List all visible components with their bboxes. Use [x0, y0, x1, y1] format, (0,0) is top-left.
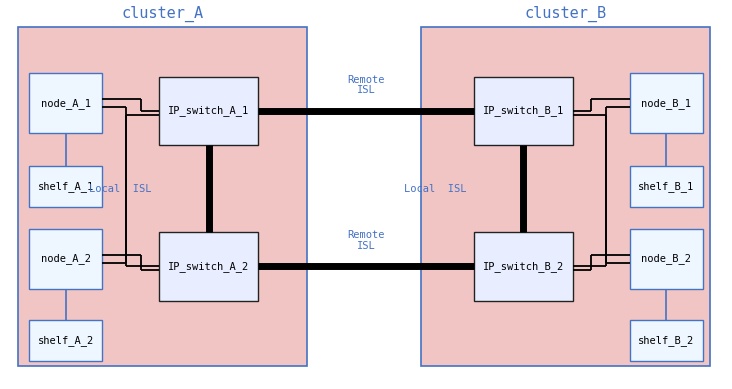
Bar	[630, 229, 703, 289]
Bar	[29, 320, 102, 361]
Text: Remote
ISL: Remote ISL	[347, 75, 385, 95]
Bar	[630, 320, 703, 361]
Bar	[630, 166, 703, 207]
Text: node_B_2: node_B_2	[641, 253, 691, 264]
Text: IP_switch_B_1: IP_switch_B_1	[483, 105, 564, 116]
Text: shelf_A_1: shelf_A_1	[38, 181, 94, 192]
Text: IP_switch_B_2: IP_switch_B_2	[483, 261, 564, 272]
Bar	[159, 77, 258, 145]
Text: IP_switch_A_2: IP_switch_A_2	[168, 261, 249, 272]
Bar	[421, 27, 710, 366]
Bar	[474, 77, 572, 145]
Text: shelf_A_2: shelf_A_2	[38, 335, 94, 346]
Text: shelf_B_1: shelf_B_1	[638, 181, 694, 192]
Text: cluster_A: cluster_A	[122, 5, 204, 22]
Text: Local  ISL: Local ISL	[89, 184, 152, 194]
Text: node_B_1: node_B_1	[641, 98, 691, 109]
Text: Remote
ISL: Remote ISL	[347, 230, 385, 251]
Bar	[18, 27, 307, 366]
Text: IP_switch_A_1: IP_switch_A_1	[168, 105, 249, 116]
Bar	[474, 233, 572, 300]
Text: node_A_1: node_A_1	[41, 98, 91, 109]
Text: Local  ISL: Local ISL	[404, 184, 467, 194]
Text: cluster_B: cluster_B	[524, 5, 607, 22]
Text: node_A_2: node_A_2	[41, 253, 91, 264]
Bar	[630, 73, 703, 133]
Bar	[29, 73, 102, 133]
Bar	[29, 166, 102, 207]
Bar	[159, 233, 258, 300]
Bar	[29, 229, 102, 289]
Text: shelf_B_2: shelf_B_2	[638, 335, 694, 346]
